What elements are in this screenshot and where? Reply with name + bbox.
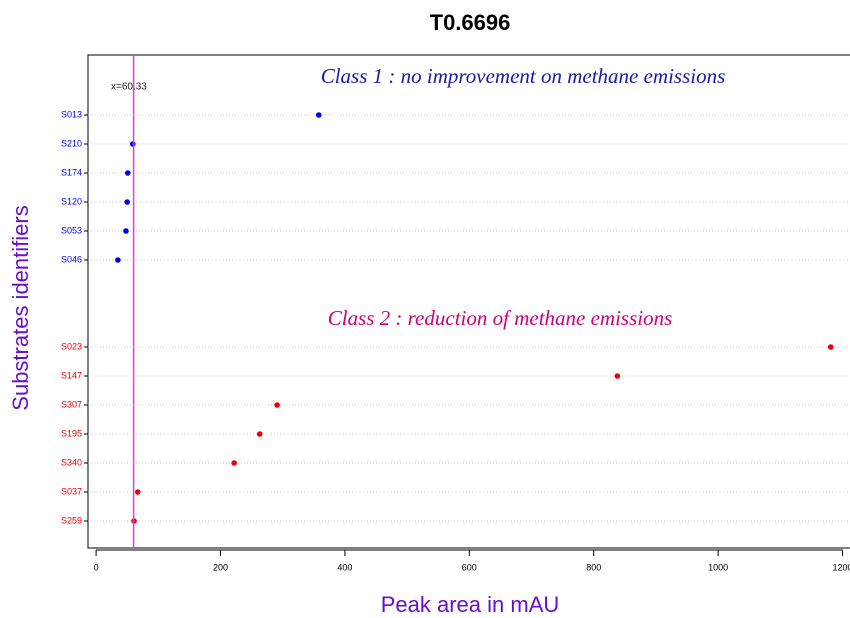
reference-label: x=60.33 bbox=[111, 82, 147, 93]
y-tick-label: S013 bbox=[61, 109, 82, 119]
dot bbox=[256, 431, 263, 437]
x-tick-label: 800 bbox=[586, 562, 601, 572]
class-annotation: Class 2 : reduction of methane emissions bbox=[328, 306, 673, 330]
dot bbox=[274, 402, 280, 408]
dot bbox=[115, 257, 121, 263]
y-tick-label: S053 bbox=[61, 225, 82, 235]
y-tick-label: S195 bbox=[61, 428, 82, 438]
dot bbox=[125, 170, 131, 176]
dot bbox=[827, 344, 834, 350]
y-tick-label: S259 bbox=[61, 515, 82, 525]
y-tick-label: S037 bbox=[61, 486, 82, 496]
dot bbox=[231, 460, 237, 466]
y-tick-label: S210 bbox=[61, 138, 82, 148]
y-tick-label: S120 bbox=[61, 196, 82, 206]
chart-title: T0.6696 bbox=[430, 10, 511, 35]
y-tick-label: S023 bbox=[61, 341, 82, 351]
dot bbox=[129, 141, 136, 147]
plot-frame bbox=[87, 54, 850, 549]
dot bbox=[124, 199, 130, 205]
y-tick-label: S046 bbox=[61, 254, 82, 264]
x-axis-label: Peak area in mAU bbox=[381, 592, 560, 617]
x-tick-label: 1200 bbox=[833, 562, 850, 572]
dot bbox=[614, 373, 621, 379]
x-tick-label: 200 bbox=[213, 562, 228, 572]
y-tick-label: S307 bbox=[61, 399, 82, 409]
x-tick-label: 600 bbox=[462, 562, 477, 572]
y-tick-label: S340 bbox=[61, 457, 82, 467]
dot bbox=[315, 112, 322, 118]
y-tick-label: S147 bbox=[61, 370, 82, 380]
y-tick-label: S174 bbox=[61, 167, 82, 177]
x-tick-label: 1000 bbox=[708, 562, 728, 572]
dot bbox=[123, 228, 129, 234]
x-tick-label: 400 bbox=[337, 562, 352, 572]
dot bbox=[134, 489, 141, 495]
x-tick-label: 0 bbox=[94, 562, 99, 572]
class-annotation: Class 1 : no improvement on methane emis… bbox=[321, 64, 726, 88]
y-axis-label: Substrates identifiers bbox=[8, 205, 33, 410]
